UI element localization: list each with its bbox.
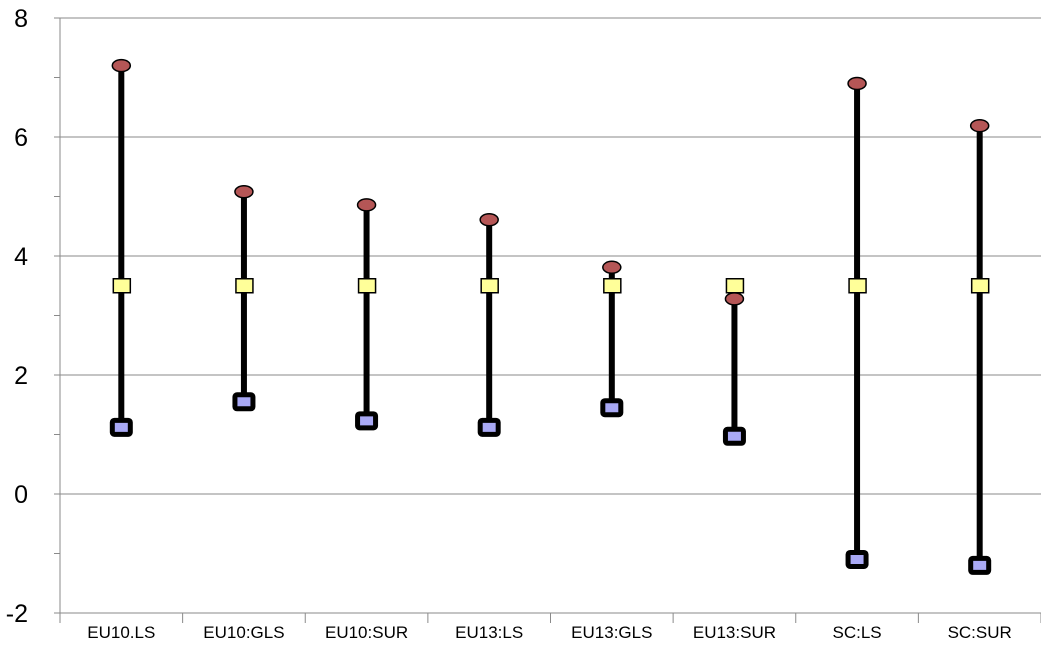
mid-marker (725, 278, 745, 294)
high-marker (111, 58, 132, 73)
mid-marker (603, 278, 622, 294)
y-tick-label: 4 (14, 243, 28, 271)
x-tick-label: EU13:SUR (693, 623, 776, 642)
x-tick-label: EU10.LS (87, 623, 155, 642)
high-marker (602, 260, 622, 275)
x-tick-label: EU10:GLS (203, 623, 284, 642)
mid-marker (357, 278, 377, 294)
high-marker (479, 212, 499, 227)
x-tick-label: EU10:SUR (325, 623, 408, 642)
low-marker (845, 549, 869, 569)
y-axis-tick-labels: 8 6 4 2 0 -2 (6, 5, 28, 628)
x-tick-label: EU13:LS (455, 623, 523, 642)
plot-marks (109, 58, 992, 575)
high-marker (356, 198, 377, 212)
y-tick-label: 6 (14, 124, 28, 152)
mid-marker (480, 278, 499, 294)
x-tick-label: SC:LS (832, 623, 881, 642)
high-marker (847, 76, 867, 91)
mid-marker (970, 278, 990, 294)
mid-marker (112, 278, 132, 294)
high-marker (969, 118, 990, 133)
x-axis-tick-labels: EU10.LS EU10:GLS EU10:SUR EU13:LS EU13:GLS EU… (87, 623, 1012, 642)
low-marker (355, 411, 379, 431)
low-marker (968, 555, 992, 575)
x-tick-label: EU13:GLS (571, 623, 652, 642)
grid-lines (60, 17, 1041, 495)
mid-marker (235, 278, 254, 294)
high-marker (724, 292, 745, 306)
axes (54, 17, 1041, 623)
low-marker (600, 398, 624, 418)
y-tick-label: -2 (6, 600, 28, 628)
high-marker (234, 184, 254, 199)
mid-marker (848, 278, 867, 294)
low-marker (232, 392, 256, 412)
low-marker (477, 417, 501, 437)
low-marker (109, 417, 133, 437)
x-tick-label: SC:SUR (948, 623, 1012, 642)
y-tick-label: 0 (14, 481, 28, 509)
low-marker (722, 426, 746, 446)
y-tick-label: 2 (14, 362, 28, 390)
y-tick-label: 8 (14, 5, 28, 33)
